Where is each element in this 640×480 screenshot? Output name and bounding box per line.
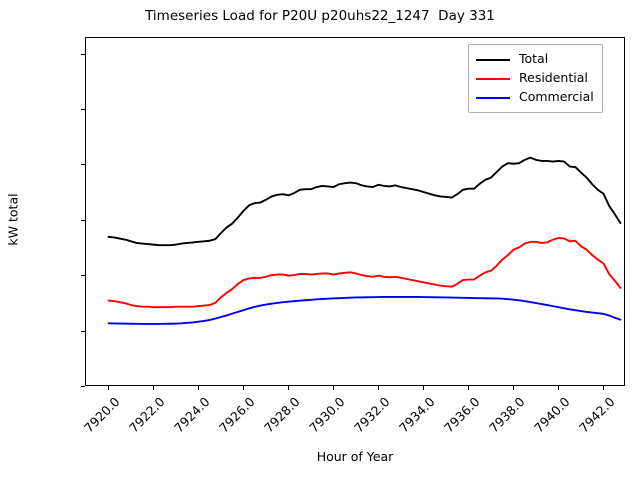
y-tick-mark xyxy=(81,109,85,111)
legend-item-total[interactable]: Total xyxy=(476,50,594,69)
y-axis-label: kW total xyxy=(5,193,21,246)
x-tick-mark xyxy=(467,386,469,390)
x-tick-mark xyxy=(287,386,289,390)
chart-title: Timeseries Load for P20U p20uhs22_1247 D… xyxy=(145,8,495,24)
y-tick-mark xyxy=(81,330,85,332)
y-tick-mark xyxy=(81,219,85,221)
x-tick-mark xyxy=(107,386,109,390)
plot-area xyxy=(85,37,625,386)
y-tick-mark xyxy=(81,53,85,55)
y-tick-mark xyxy=(81,386,85,387)
legend-label-total: Total xyxy=(519,51,549,67)
x-tick-mark xyxy=(332,386,334,390)
legend-item-commercial[interactable]: Commercial xyxy=(476,88,594,107)
line-total xyxy=(107,156,622,247)
legend-item-residential[interactable]: Residential xyxy=(476,69,594,88)
legend-swatch-residential xyxy=(476,77,510,80)
x-tick-mark xyxy=(512,386,514,390)
legend-swatch-total xyxy=(476,58,510,61)
x-tick-mark xyxy=(152,386,154,390)
legend-swatch-commercial xyxy=(476,96,510,99)
line-residential xyxy=(107,237,622,309)
y-tick-mark xyxy=(81,164,85,166)
x-tick-mark xyxy=(197,386,199,390)
chart-legend: Total Residential Commercial xyxy=(468,44,603,113)
x-tick-mark xyxy=(602,386,604,390)
x-tick-mark xyxy=(422,386,424,390)
legend-label-residential: Residential xyxy=(519,70,588,86)
legend-label-commercial: Commercial xyxy=(519,89,594,105)
plot-lines xyxy=(107,156,622,325)
x-axis-label: Hour of Year xyxy=(316,449,394,464)
x-tick-mark xyxy=(242,386,244,390)
x-tick-mark xyxy=(377,386,379,390)
x-tick-mark xyxy=(557,386,559,390)
y-tick-mark xyxy=(81,275,85,277)
line-commercial xyxy=(107,295,622,325)
